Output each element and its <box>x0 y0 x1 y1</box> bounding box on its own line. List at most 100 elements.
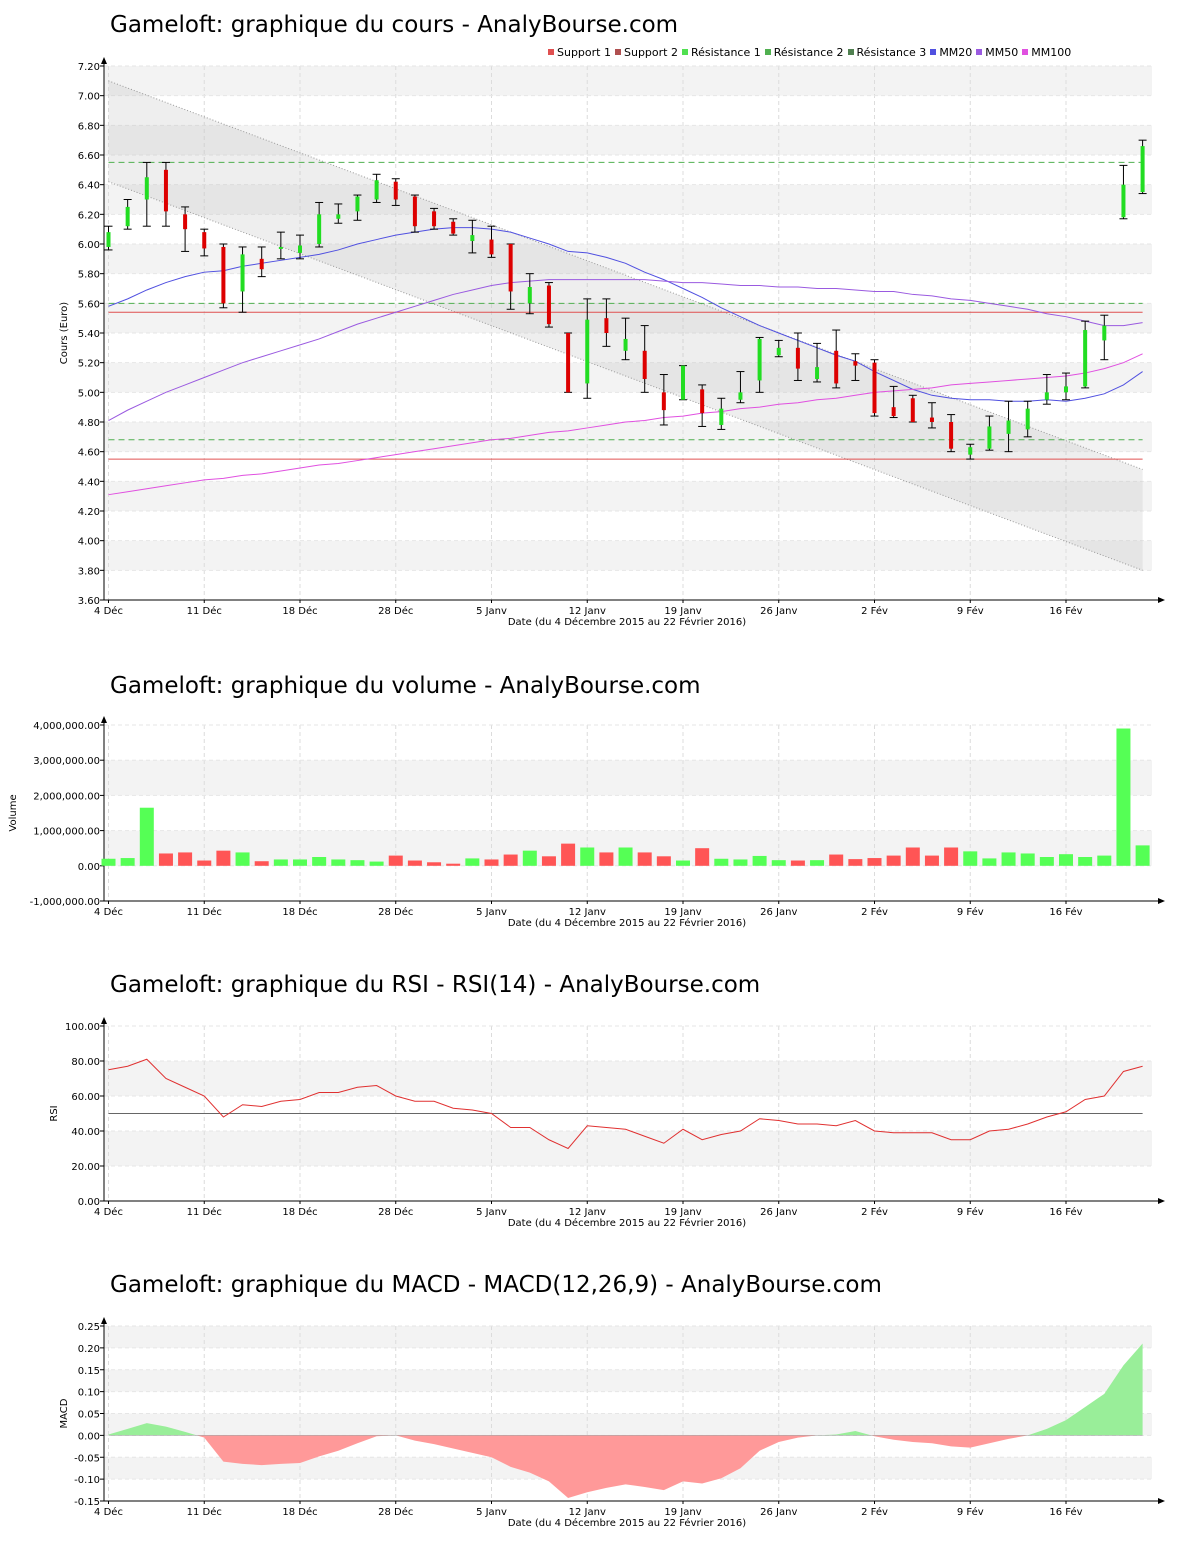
rsi-line <box>108 1058 1143 1150</box>
candle-body <box>1064 386 1068 393</box>
x-axis-label: Date (du 4 Décembre 2015 au 22 Février 2… <box>508 1517 746 1529</box>
candle-body <box>278 246 283 249</box>
candle <box>391 178 400 206</box>
volume-bar <box>886 855 901 866</box>
candle-body <box>298 245 302 253</box>
volume-bar <box>1078 857 1093 866</box>
macd-chart-title: Gameloft: graphique du MACD - MACD(12,26… <box>110 1272 882 1298</box>
candle <box>870 359 879 417</box>
volume-bar <box>254 861 269 866</box>
volume-bar <box>388 855 403 866</box>
x-tick-label: 16 Fév <box>1049 605 1082 617</box>
candle-body <box>317 214 322 244</box>
candle <box>468 219 477 254</box>
candle <box>238 246 247 313</box>
legend-item: Résistance 1 <box>681 46 761 59</box>
grid-band <box>104 1061 1152 1096</box>
candle <box>621 317 630 361</box>
x-tick-label: 26 Janv <box>760 606 797 617</box>
candle-body <box>738 392 743 400</box>
volume-bar <box>752 855 767 866</box>
y-tick-label: -0.05 <box>74 1453 100 1464</box>
price-chart-title: Gameloft: graphique du cours - AnalyBour… <box>110 12 679 38</box>
y-tick-label: 0.15 <box>78 1366 100 1377</box>
volume-bar <box>676 860 690 866</box>
legend-swatch <box>847 49 854 55</box>
x-tick-label: 16 Fév <box>1049 1506 1082 1518</box>
volume-chart: -1,000,000.00 0.00 1,000,000.00 2,000,000.0… <box>8 716 1165 929</box>
volume-bar <box>465 858 480 866</box>
volume-bar <box>810 860 825 866</box>
legend-swatch <box>681 49 688 55</box>
candle-body <box>1044 392 1049 400</box>
y-axis-label: Volume <box>8 794 19 831</box>
candle-body <box>757 338 762 381</box>
x-tick-label: 11 Déc <box>187 1206 222 1218</box>
legend-label: MM100 <box>1031 46 1072 59</box>
candle <box>142 161 151 227</box>
candle-body <box>1025 408 1030 430</box>
volume-bar <box>120 858 135 866</box>
y-tick-label: 6.20 <box>78 210 100 221</box>
x-tick-label: 18 Déc <box>282 1506 317 1518</box>
candle-body <box>106 232 111 247</box>
legend-label: Support 1 <box>557 46 611 59</box>
grid-band <box>104 1413 1152 1436</box>
candle <box>181 206 190 252</box>
candle-body <box>1121 184 1126 218</box>
candle-body <box>508 244 513 292</box>
candle <box>927 402 936 429</box>
y-axis-arrow <box>101 1317 107 1324</box>
volume-bar <box>924 855 939 866</box>
grid-band <box>104 1369 1152 1392</box>
candle-body <box>585 319 590 384</box>
y-tick-label: 3,000,000.00 <box>33 756 100 767</box>
y-tick-label: 0.20 <box>78 1344 100 1355</box>
y-axis-arrow <box>101 1017 107 1024</box>
x-tick-label: 18 Déc <box>282 906 317 918</box>
candle <box>353 194 362 221</box>
y-tick-label: 5.80 <box>78 270 100 281</box>
candle-body <box>891 407 896 417</box>
legend-label: MM20 <box>939 46 973 59</box>
candle-body <box>432 211 437 227</box>
candle <box>908 394 917 423</box>
candle <box>659 374 668 426</box>
candle <box>736 371 745 404</box>
y-tick-label: 0.00 <box>78 862 100 873</box>
volume-bar <box>867 858 882 866</box>
candle <box>947 414 956 453</box>
candle <box>793 332 802 381</box>
y-tick-label: 0.25 <box>78 1322 100 1333</box>
x-tick-label: 5 Janv <box>476 606 507 617</box>
y-tick-label: 5.40 <box>78 329 100 340</box>
y-axis-label: MACD <box>59 1398 70 1428</box>
candle <box>544 282 553 328</box>
x-tick-label: 12 Janv <box>569 1207 606 1218</box>
candle <box>200 228 209 257</box>
x-tick-label: 12 Janv <box>569 907 606 918</box>
volume-bar <box>446 863 461 866</box>
candle-body <box>949 422 954 449</box>
candle-body <box>451 221 456 234</box>
legend-item: Support 1 <box>548 46 611 59</box>
x-tick-label: 5 Janv <box>476 907 507 918</box>
y-tick-label: 6.00 <box>78 240 100 251</box>
candle-body <box>834 350 839 384</box>
grid-band <box>104 422 1152 452</box>
y-tick-label: 4.60 <box>78 448 100 459</box>
candle <box>296 234 304 260</box>
x-tick-label: 28 Déc <box>378 906 413 918</box>
volume-bar <box>273 859 288 866</box>
candle <box>851 353 860 381</box>
x-tick-label: 19 Janv <box>664 907 701 918</box>
y-tick-label: 7.00 <box>78 92 100 103</box>
volume-bar <box>695 848 710 866</box>
volume-bar <box>101 858 116 866</box>
x-tick-label: 26 Janv <box>760 1507 797 1518</box>
candle-body <box>336 214 341 219</box>
mm20-line <box>108 227 1143 402</box>
y-axis-label: RSI <box>49 1105 60 1121</box>
candle-body <box>546 285 551 325</box>
candle <box>410 194 419 233</box>
